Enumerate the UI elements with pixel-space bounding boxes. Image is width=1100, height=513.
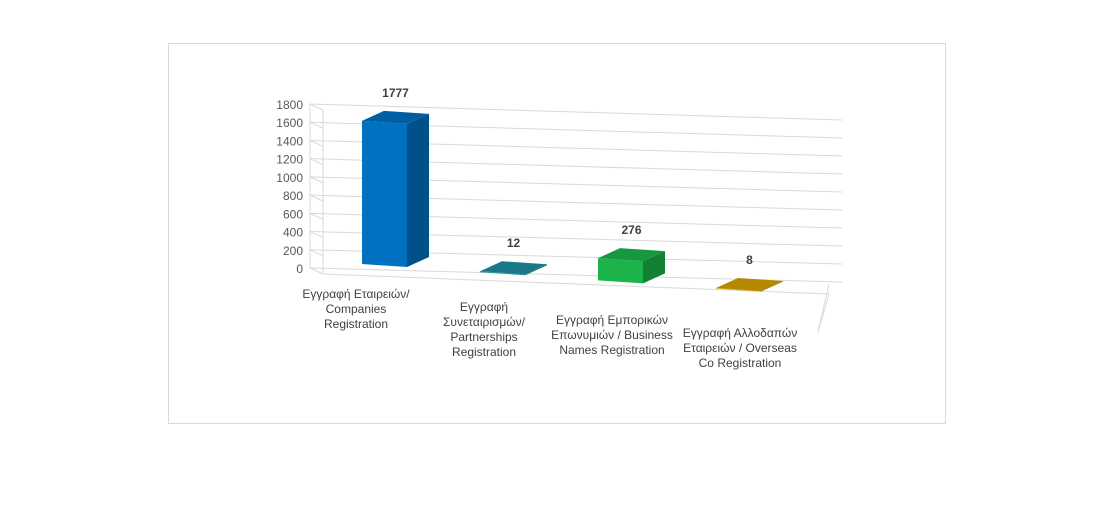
y-axis-tick-labels: 0 200 400 600 800 1000 1200 1400 1600 1800 — [276, 98, 303, 276]
bar-side-face — [761, 280, 783, 292]
x-category-label-line: Εγγραφή Εμπορικών — [556, 313, 668, 327]
y-tick-label: 800 — [283, 189, 303, 203]
y-tick-label: 1800 — [276, 98, 303, 112]
x-category-label-line: Co Registration — [699, 356, 782, 370]
bars — [362, 110, 783, 292]
x-category-label-line: Εγγραφή Εταιρειών/ — [302, 287, 410, 301]
x-category-label-line: Registration — [452, 345, 516, 359]
data-label: 12 — [507, 236, 521, 250]
gridline — [309, 103, 843, 121]
y-tick-label: 200 — [283, 244, 303, 258]
bar-front-face — [716, 287, 761, 292]
x-category-label: Εγγραφή Εμπορικών Επωνυμιών / Business Nam… — [551, 313, 673, 357]
x-category-label-line: Companies — [326, 302, 387, 316]
x-category-label: Εγγραφή Συνεταιρισμών/Partnerships Registr… — [443, 300, 526, 359]
x-axis-category-labels: Εγγραφή Εταιρειών/Companies RegistrationΕ… — [302, 287, 797, 370]
bar-side-face — [525, 264, 547, 276]
y-tick-label: 1600 — [276, 116, 303, 130]
gridline-side — [309, 158, 324, 166]
y-tick-label: 0 — [296, 262, 303, 276]
gridline-side — [309, 231, 324, 239]
x-category-label-line: Names Registration — [559, 343, 664, 357]
gridline-side — [309, 176, 324, 184]
bar-front-face — [598, 258, 643, 284]
chart-walls — [309, 104, 830, 333]
floor-right-edge — [817, 283, 830, 333]
x-category-label-line: Εγγραφή Αλλοδαπών — [683, 326, 798, 340]
bar-top-face — [480, 261, 547, 275]
bar — [716, 277, 783, 292]
y-tick-label: 600 — [283, 207, 303, 221]
data-label: 8 — [746, 253, 753, 267]
bar-top-face — [362, 110, 429, 124]
bar — [480, 261, 547, 276]
floor-edge — [322, 273, 830, 333]
data-label: 1777 — [382, 86, 409, 100]
gridline-side — [309, 267, 324, 275]
data-labels: 1777 12 276 8 — [382, 86, 753, 267]
gridline-side — [309, 194, 324, 202]
y-tick-label: 400 — [283, 226, 303, 240]
chart-area — [168, 43, 946, 424]
bar-side-face — [407, 113, 429, 267]
x-category-label-line: Εταιρειών / Overseas — [683, 341, 797, 355]
gridline-side — [309, 249, 324, 257]
bar-top-face — [598, 248, 665, 262]
bar-front-face — [480, 271, 525, 276]
data-label: 276 — [621, 223, 641, 237]
x-category-label-line: Partnerships — [450, 330, 517, 344]
gridline-side — [309, 103, 324, 111]
bar-front-face — [362, 120, 407, 267]
x-category-label-line: Registration — [324, 317, 388, 331]
y-tick-label: 1400 — [276, 134, 303, 148]
y-tick-label: 1200 — [276, 153, 303, 167]
gridline-side — [309, 121, 324, 129]
bar-top-face — [716, 277, 783, 291]
bar — [362, 110, 429, 267]
y-tick-label: 1000 — [276, 171, 303, 185]
x-category-label-line: Συνεταιρισμών/ — [443, 315, 526, 329]
x-category-label: Εγγραφή Αλλοδαπών Εταιρειών / Overseas Co … — [683, 326, 798, 370]
gridline-side — [309, 212, 324, 220]
bar-side-face — [643, 251, 665, 284]
bar — [598, 248, 665, 284]
x-category-label-line: Εγγραφή — [460, 300, 508, 314]
gridline-side — [309, 139, 324, 147]
x-category-label: Εγγραφή Εταιρειών/Companies Registration — [302, 287, 410, 331]
x-category-label-line: Επωνυμιών / Business — [551, 328, 673, 342]
